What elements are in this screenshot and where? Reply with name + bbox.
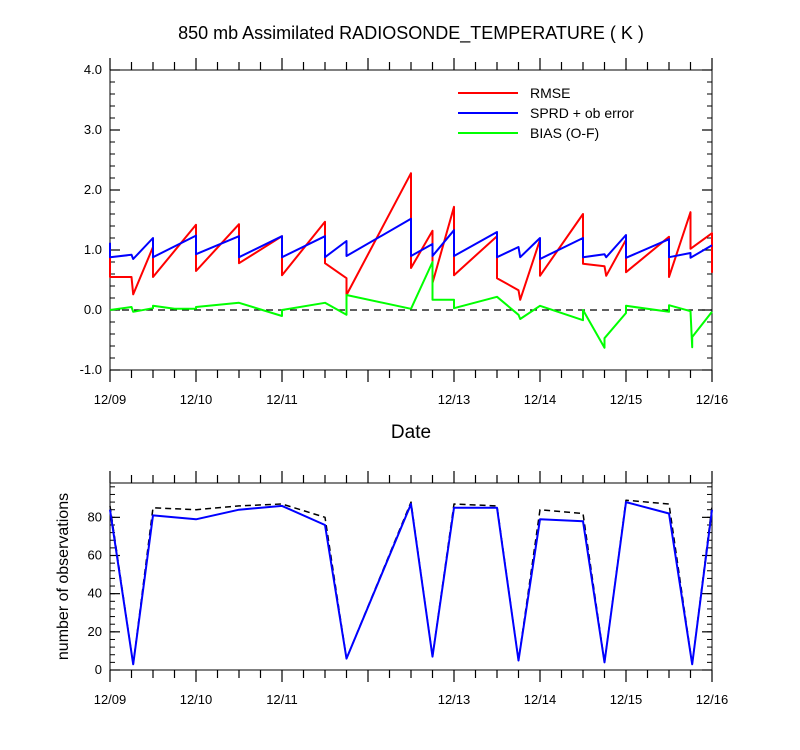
y-tick-label: 80 — [88, 509, 102, 524]
x-axis-label: Date — [391, 422, 431, 443]
x-tick-label: 12/15 — [610, 692, 643, 707]
x-tick-label: 12/14 — [524, 392, 557, 407]
x-tick-label: 12/13 — [438, 692, 471, 707]
y-tick-label: 0 — [95, 662, 102, 677]
x-tick-label: 12/09 — [94, 392, 127, 407]
y-tick-label: 2.0 — [84, 182, 102, 197]
x-tick-label: 12/11 — [266, 392, 298, 407]
y-tick-label: 4.0 — [84, 62, 102, 77]
plot-panel-1 — [109, 58, 713, 382]
legend-label: SPRD + ob error — [530, 105, 634, 121]
y-tick-label: 20 — [88, 624, 102, 639]
x-tick-label: 12/11 — [266, 692, 298, 707]
legend-label: BIAS (O-F) — [530, 125, 599, 141]
x-tick-label: 12/09 — [94, 692, 127, 707]
y-tick-label: -1.0 — [80, 362, 102, 377]
x-tick-label: 12/10 — [180, 392, 213, 407]
x-tick-label: 12/14 — [524, 692, 557, 707]
x-tick-label: 12/16 — [696, 392, 729, 407]
chart-title: 850 mb Assimilated RADIOSONDE_TEMPERATUR… — [178, 23, 644, 44]
x-tick-label: 12/10 — [180, 692, 213, 707]
series-line-dashed — [109, 499, 713, 666]
x-tick-label: 12/16 — [696, 692, 729, 707]
y-tick-label: 60 — [88, 548, 102, 563]
y-tick-label: 3.0 — [84, 122, 102, 137]
y-tick-label: 40 — [88, 586, 102, 601]
y-tick-label: 0.0 — [84, 302, 102, 317]
x-tick-label: 12/15 — [610, 392, 643, 407]
plot-panel-2 — [109, 471, 713, 682]
legend-label: RMSE — [530, 85, 570, 101]
series-line-bias-o-f — [109, 261, 713, 349]
x-tick-label: 12/13 — [438, 392, 471, 407]
y-tick-label: 1.0 — [84, 242, 102, 257]
series-line-sprd-ob-error — [109, 217, 713, 260]
series-line-solid — [109, 501, 713, 666]
y-axis-label: number of observations — [55, 493, 72, 660]
